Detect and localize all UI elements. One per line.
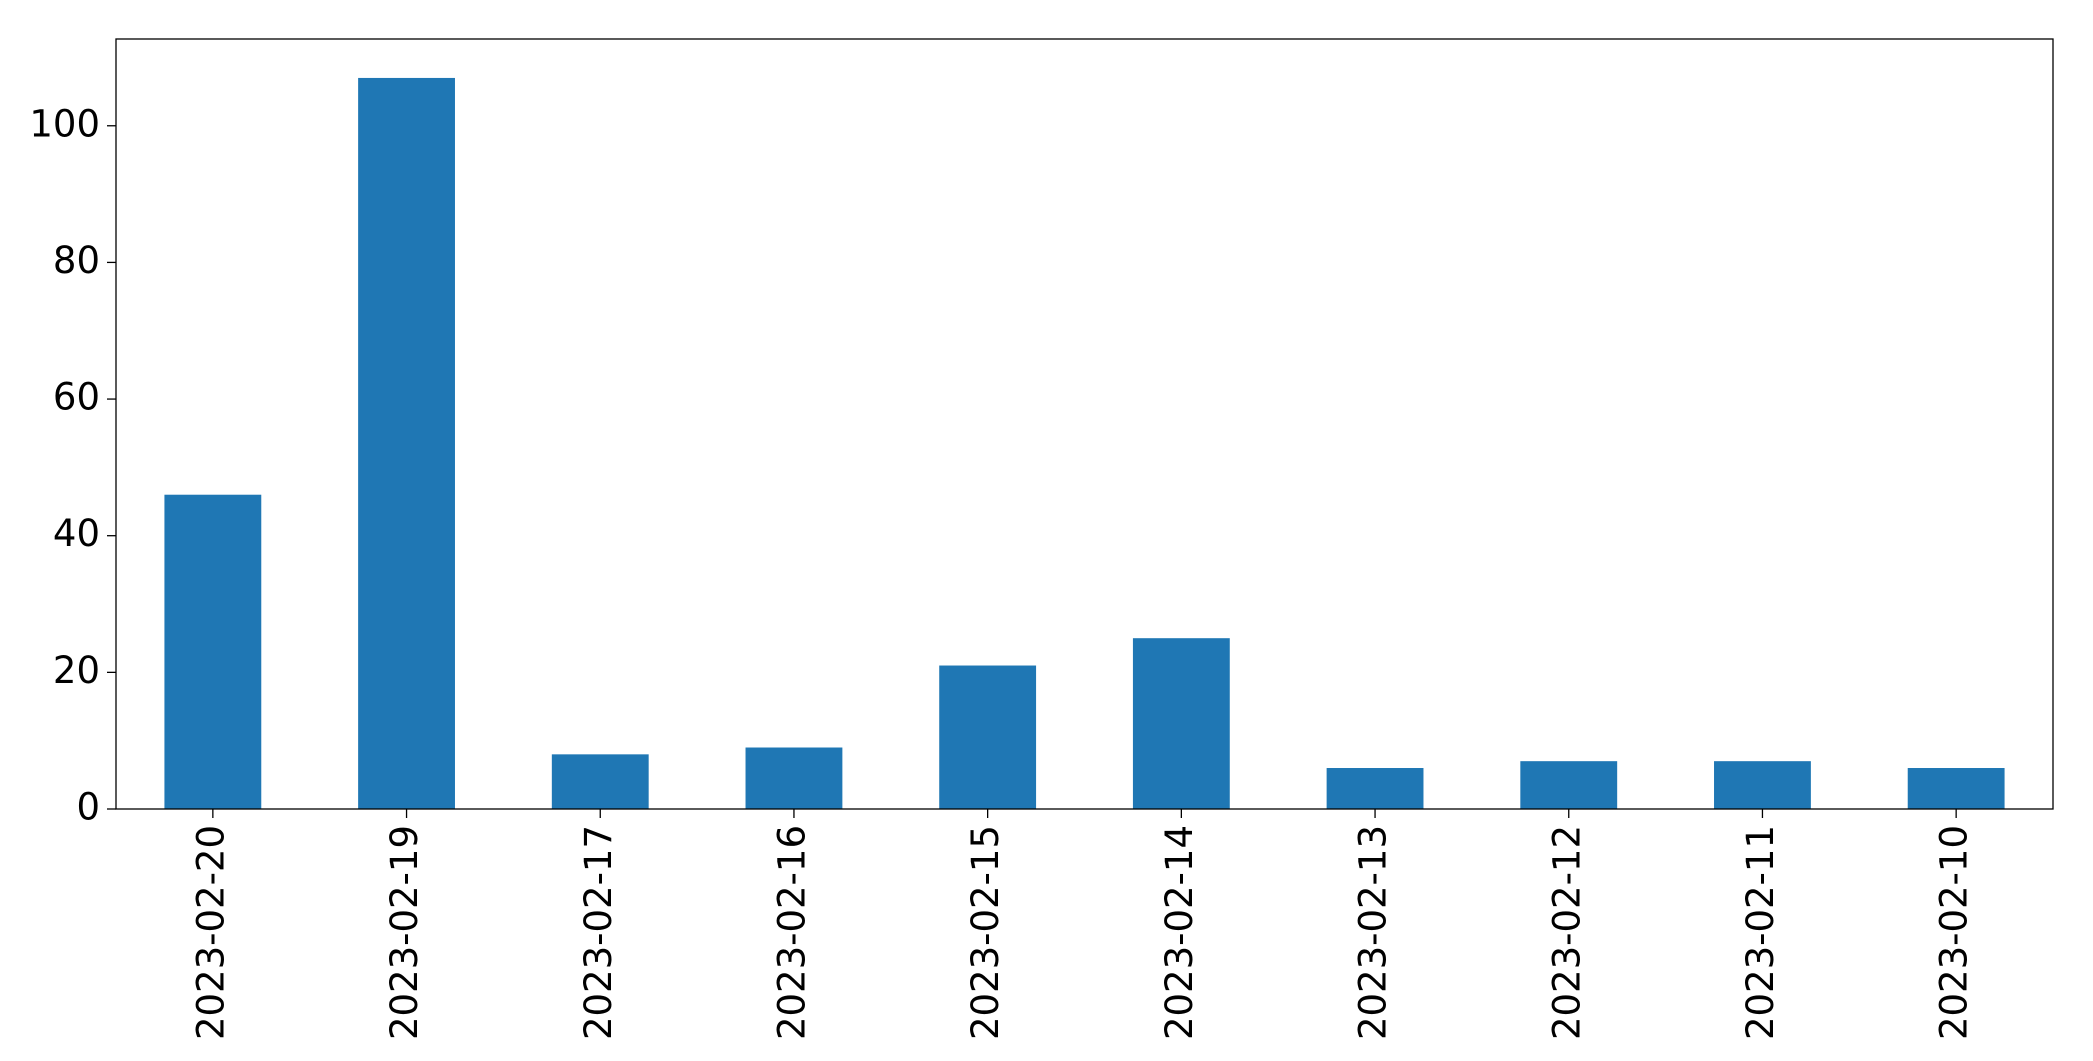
x-tick-label: 2023-02-17 (577, 825, 620, 1040)
x-tick-label: 2023-02-20 (189, 825, 232, 1040)
y-tick-label: 0 (76, 786, 100, 829)
y-tick-label: 80 (53, 239, 100, 282)
bar (745, 747, 843, 809)
x-tick-label: 2023-02-12 (1545, 825, 1588, 1040)
bar (1326, 768, 1424, 809)
y-tick-label: 40 (53, 512, 100, 555)
bar (164, 494, 262, 809)
bar (939, 665, 1037, 809)
x-tick-label: 2023-02-19 (383, 825, 426, 1040)
x-tick-label: 2023-02-10 (1933, 825, 1976, 1040)
x-tick-label: 2023-02-14 (1158, 825, 1201, 1040)
bar (551, 754, 649, 809)
y-tick-label: 60 (53, 376, 100, 419)
x-tick-label: 2023-02-13 (1352, 825, 1395, 1040)
x-tick-label: 2023-02-16 (770, 825, 813, 1040)
bar (1520, 761, 1618, 809)
bar (358, 77, 455, 810)
x-tick-label: 2023-02-11 (1739, 825, 1782, 1040)
bar (1907, 768, 2005, 809)
bar (1132, 638, 1230, 809)
x-tick-label: 2023-02-15 (964, 825, 1007, 1040)
y-tick-label: 20 (53, 649, 100, 692)
plot-frame (115, 38, 2054, 810)
y-tick-label: 100 (29, 102, 100, 145)
bar (1714, 761, 1811, 809)
